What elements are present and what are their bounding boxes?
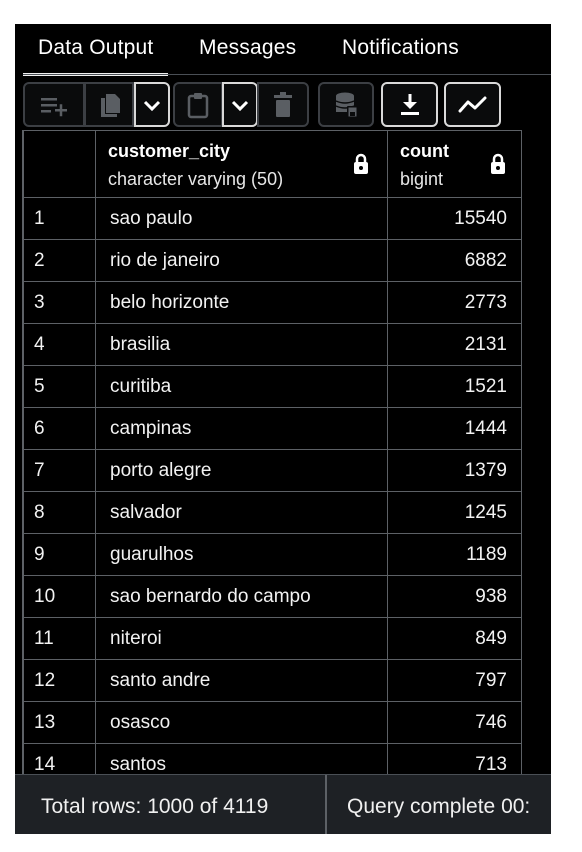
copy-icon [101, 93, 120, 117]
row-number-cell[interactable]: 5 [22, 366, 96, 408]
count-cell[interactable]: 1379 [388, 450, 522, 492]
row-number-cell[interactable]: 1 [22, 198, 96, 240]
customer-city-cell[interactable]: sao bernardo do campo [96, 576, 388, 618]
customer-city-cell[interactable]: osasco [96, 702, 388, 744]
chevron-down-icon [231, 100, 249, 111]
row-number-cell[interactable]: 12 [22, 660, 96, 702]
result-tabs: Data Output Messages Notifications [15, 24, 551, 76]
count-cell[interactable]: 746 [388, 702, 522, 744]
download-button[interactable] [381, 82, 438, 127]
count-cell[interactable]: 2773 [388, 282, 522, 324]
column-name: count [400, 141, 449, 161]
column-name: customer_city [108, 141, 231, 161]
count-cell[interactable]: 849 [388, 618, 522, 660]
row-number-cell[interactable]: 9 [22, 534, 96, 576]
row-number-cell[interactable]: 4 [22, 324, 96, 366]
customer-city-cell[interactable]: rio de janeiro [96, 240, 388, 282]
copy-dropdown-button[interactable] [134, 82, 170, 127]
status-bar: Total rows: 1000 of 4119 Query complete … [15, 774, 551, 834]
save-data-button[interactable] [318, 82, 374, 127]
add-row-icon [41, 97, 67, 116]
count-cell[interactable]: 2131 [388, 324, 522, 366]
customer-city-cell[interactable]: niteroi [96, 618, 388, 660]
tab-data-output[interactable]: Data Output [22, 36, 169, 76]
customer-city-cell[interactable]: porto alegre [96, 450, 388, 492]
download-icon [400, 93, 419, 115]
count-cell[interactable]: 1444 [388, 408, 522, 450]
tab-notifications[interactable]: Notifications [342, 36, 459, 59]
customer-city-cell[interactable]: brasilia [96, 324, 388, 366]
column-header-count[interactable]: count bigint [388, 130, 522, 198]
row-number-cell[interactable]: 6 [22, 408, 96, 450]
customer-city-cell[interactable]: belo horizonte [96, 282, 388, 324]
count-cell[interactable]: 6882 [388, 240, 522, 282]
data-grid: customer_city character varying (50) cou… [22, 130, 551, 796]
query-status-text: Query complete 00: [347, 795, 531, 818]
row-number-cell[interactable]: 2 [22, 240, 96, 282]
count-cell[interactable]: 15540 [388, 198, 522, 240]
count-cell[interactable]: 1245 [388, 492, 522, 534]
tabs-divider [23, 74, 551, 75]
customer-city-cell[interactable]: guarulhos [96, 534, 388, 576]
status-separator [325, 775, 327, 834]
total-rows-text: Total rows: 1000 of 4119 [41, 795, 269, 818]
count-cell[interactable]: 1521 [388, 366, 522, 408]
customer-city-cell[interactable]: sao paulo [96, 198, 388, 240]
column-type: bigint [400, 169, 444, 189]
count-cell[interactable]: 797 [388, 660, 522, 702]
copy-button[interactable] [84, 82, 134, 127]
customer-city-cell[interactable]: santo andre [96, 660, 388, 702]
line-chart-icon [458, 96, 486, 112]
add-row-button[interactable] [23, 82, 85, 127]
column-header-customer-city[interactable]: customer_city character varying (50) [96, 130, 388, 198]
row-number-cell[interactable]: 3 [22, 282, 96, 324]
lock-icon [491, 153, 505, 174]
graph-visualiser-button[interactable] [444, 82, 501, 127]
row-number-cell[interactable]: 7 [22, 450, 96, 492]
query-result-panel: Data Output Messages Notifications [15, 24, 551, 834]
tab-messages[interactable]: Messages [199, 36, 297, 59]
lock-icon [354, 153, 368, 174]
paste-icon [187, 92, 209, 118]
chevron-down-icon [143, 100, 161, 111]
row-number-cell[interactable]: 8 [22, 492, 96, 534]
count-cell[interactable]: 1189 [388, 534, 522, 576]
save-data-icon [335, 92, 358, 118]
paste-button[interactable] [173, 82, 223, 127]
count-cell[interactable]: 938 [388, 576, 522, 618]
column-type: character varying (50) [108, 169, 284, 189]
data-toolbar [23, 82, 551, 128]
grid-left-border [22, 130, 24, 796]
row-number-header[interactable] [22, 130, 96, 198]
delete-button[interactable] [257, 82, 309, 127]
row-number-cell[interactable]: 13 [22, 702, 96, 744]
customer-city-cell[interactable]: salvador [96, 492, 388, 534]
row-number-cell[interactable]: 11 [22, 618, 96, 660]
customer-city-cell[interactable]: curitiba [96, 366, 388, 408]
paste-dropdown-button[interactable] [222, 82, 258, 127]
delete-icon [274, 91, 292, 117]
row-number-cell[interactable]: 10 [22, 576, 96, 618]
customer-city-cell[interactable]: campinas [96, 408, 388, 450]
